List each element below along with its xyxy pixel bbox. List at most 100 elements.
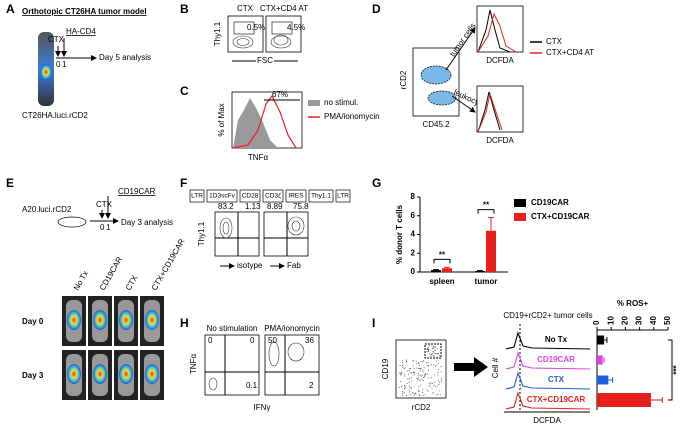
dot: [441, 379, 443, 381]
dot: [405, 387, 407, 389]
dot: [416, 379, 418, 381]
axis-label: % of Max: [217, 103, 226, 136]
dot-cloud: [398, 345, 443, 397]
dot: [418, 386, 420, 388]
arrow: [451, 95, 476, 113]
contour: [287, 216, 305, 236]
dot: [415, 393, 417, 395]
luminescence: [119, 310, 133, 330]
dot: [420, 375, 422, 377]
panel-label: I: [372, 316, 375, 330]
legend-label: CTX+CD4 AT: [546, 48, 594, 57]
construct-label: CD28: [242, 193, 259, 200]
panel-label: A: [6, 2, 15, 16]
dot: [422, 379, 424, 381]
dot: [418, 365, 420, 367]
dot: [416, 363, 418, 365]
dot: [437, 371, 439, 373]
dot: [424, 394, 426, 396]
dot: [413, 374, 415, 376]
dot: [408, 370, 410, 372]
panel-label: G: [372, 176, 381, 190]
dot: [440, 366, 442, 368]
x-tick-label: 0: [592, 320, 601, 325]
luminescence: [93, 364, 107, 384]
gate-tumor: [420, 65, 452, 85]
dot: [436, 394, 438, 396]
dot: [438, 363, 440, 365]
tumor-label: CT26HA.luci.rCD2: [22, 111, 88, 120]
flow-plot: [263, 211, 309, 257]
construct-segment: [335, 189, 351, 203]
construct: LTR 1D3scFv CD28 CD3ζ IRES Thy1.1 LTR: [189, 189, 351, 203]
dot: [420, 379, 422, 381]
construct-segment: [262, 189, 284, 203]
dot: [431, 353, 433, 355]
bar: [486, 230, 496, 272]
dot: [404, 388, 406, 390]
dot: [430, 377, 432, 379]
legend-swatch: [514, 213, 526, 221]
mouse-sketch: [57, 216, 87, 228]
construct-label: CD3ζ: [265, 193, 281, 200]
quadrant-value: 0.1: [246, 381, 258, 390]
dot: [422, 369, 424, 371]
legend-swatch: [308, 100, 320, 106]
dot: [426, 389, 428, 391]
panel-label: H: [180, 316, 189, 330]
dot: [437, 353, 439, 355]
axis-label: CD19: [381, 358, 390, 379]
axis-label: isotype: [237, 261, 263, 270]
dot: [410, 393, 412, 395]
dot: [434, 346, 436, 348]
dot: [417, 377, 419, 379]
dot: [416, 367, 418, 369]
dot: [432, 345, 434, 347]
dot: [419, 374, 421, 376]
dot: [427, 362, 429, 364]
axis-label: FSC: [257, 56, 273, 65]
gate-leukocytes: [427, 90, 457, 106]
category-label: CTX: [548, 375, 565, 384]
panel-label: E: [6, 176, 14, 190]
dot: [438, 352, 440, 354]
significance-bracket: [668, 339, 673, 401]
dot: [405, 360, 407, 362]
construct-segment: [308, 189, 334, 203]
luminescence: [67, 310, 81, 330]
dot: [422, 392, 424, 394]
axis-label: rCD2: [412, 403, 431, 412]
y-tick-label: 0: [411, 267, 416, 276]
dot: [439, 390, 441, 392]
dot: [437, 356, 439, 358]
dot: [404, 385, 406, 387]
contour: [291, 220, 301, 232]
dot: [437, 379, 439, 381]
category-label: No Tx: [545, 335, 568, 344]
dot: [413, 372, 415, 374]
dot: [427, 350, 429, 352]
y-tick-label: 8: [411, 192, 416, 201]
construct-segment: [189, 189, 205, 203]
bar: [597, 355, 603, 365]
dot: [418, 394, 420, 396]
dot: [423, 367, 425, 369]
dot: [433, 374, 435, 376]
gate-value: 4.5%: [287, 23, 305, 32]
x-tick-label: 40: [649, 316, 658, 325]
bar: [597, 393, 651, 407]
gate: [233, 21, 255, 35]
dot: [398, 372, 400, 374]
dot: [432, 346, 434, 348]
dot: [412, 365, 414, 367]
dot: [411, 392, 413, 394]
construct-label: IRES: [288, 193, 304, 200]
dot: [422, 395, 424, 397]
bar: [597, 375, 609, 385]
contour: [232, 35, 254, 49]
dot: [430, 355, 432, 357]
dot: [438, 355, 440, 357]
flow-plot: [264, 334, 320, 396]
dot: [431, 392, 433, 394]
